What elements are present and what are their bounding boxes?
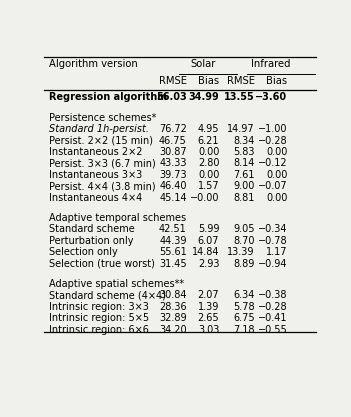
Text: 43.33: 43.33 (159, 158, 187, 168)
Text: −0.78: −0.78 (258, 236, 287, 246)
Text: Perturbation only: Perturbation only (49, 236, 134, 246)
Text: 5.83: 5.83 (233, 147, 255, 157)
Text: 6.34: 6.34 (233, 290, 255, 300)
Text: 14.84: 14.84 (192, 247, 219, 257)
Text: −0.12: −0.12 (258, 158, 287, 168)
Text: −0.28: −0.28 (258, 136, 287, 146)
Text: Persist. 3×3 (6.7 min): Persist. 3×3 (6.7 min) (49, 158, 156, 168)
Text: 6.21: 6.21 (198, 136, 219, 146)
Text: 7.61: 7.61 (233, 170, 255, 180)
Text: −0.07: −0.07 (258, 181, 287, 191)
Text: 8.14: 8.14 (233, 158, 255, 168)
Text: Persist. 4×4 (3.8 min): Persist. 4×4 (3.8 min) (49, 181, 156, 191)
Text: RMSE: RMSE (159, 76, 187, 86)
Text: Infrared: Infrared (251, 59, 291, 69)
Text: 3.03: 3.03 (198, 324, 219, 334)
Text: Bias: Bias (198, 76, 219, 86)
Text: −0.34: −0.34 (258, 224, 287, 234)
Text: 0.00: 0.00 (266, 147, 287, 157)
Text: −0.28: −0.28 (258, 302, 287, 312)
Text: 45.14: 45.14 (159, 193, 187, 203)
Text: 56.03: 56.03 (156, 93, 187, 103)
Text: 32.89: 32.89 (159, 313, 187, 323)
Text: 1.17: 1.17 (266, 247, 287, 257)
Text: 1.39: 1.39 (198, 302, 219, 312)
Text: Selection (true worst): Selection (true worst) (49, 259, 155, 269)
Text: 31.45: 31.45 (159, 259, 187, 269)
Text: Standard 1h-persist.: Standard 1h-persist. (49, 124, 149, 134)
Text: 7.18: 7.18 (233, 324, 255, 334)
Text: 0.00: 0.00 (266, 193, 287, 203)
Text: −3.60: −3.60 (255, 93, 287, 103)
Text: 44.39: 44.39 (159, 236, 187, 246)
Text: 55.61: 55.61 (159, 247, 187, 257)
Text: −0.41: −0.41 (258, 313, 287, 323)
Text: Persistence schemes*: Persistence schemes* (49, 113, 157, 123)
Text: 8.89: 8.89 (233, 259, 255, 269)
Text: 14.97: 14.97 (227, 124, 255, 134)
Text: 9.05: 9.05 (233, 224, 255, 234)
Text: −0.55: −0.55 (258, 324, 287, 334)
Text: 5.99: 5.99 (198, 224, 219, 234)
Text: −1.00: −1.00 (258, 124, 287, 134)
Text: 2.80: 2.80 (198, 158, 219, 168)
Text: Algorithm version: Algorithm version (49, 59, 138, 69)
Text: 30.84: 30.84 (159, 290, 187, 300)
Text: 13.39: 13.39 (227, 247, 255, 257)
Text: 46.75: 46.75 (159, 136, 187, 146)
Text: Adaptive spatial schemes**: Adaptive spatial schemes** (49, 279, 184, 289)
Text: Selection only: Selection only (49, 247, 118, 257)
Text: Intrinsic region: 5×5: Intrinsic region: 5×5 (49, 313, 150, 323)
Text: Instantaneous 2×2: Instantaneous 2×2 (49, 147, 143, 157)
Text: 6.75: 6.75 (233, 313, 255, 323)
Text: Intrinsic region: 3×3: Intrinsic region: 3×3 (49, 302, 149, 312)
Text: 8.70: 8.70 (233, 236, 255, 246)
Text: 8.34: 8.34 (233, 136, 255, 146)
Text: −0.94: −0.94 (258, 259, 287, 269)
Text: 8.81: 8.81 (233, 193, 255, 203)
Text: Standard scheme (4×4): Standard scheme (4×4) (49, 290, 166, 300)
Text: 46.40: 46.40 (159, 181, 187, 191)
Text: 0.00: 0.00 (198, 147, 219, 157)
Text: RMSE: RMSE (227, 76, 255, 86)
Text: Bias: Bias (266, 76, 287, 86)
Text: 5.78: 5.78 (233, 302, 255, 312)
Text: 2.93: 2.93 (198, 259, 219, 269)
Text: 34.20: 34.20 (159, 324, 187, 334)
Text: Standard scheme: Standard scheme (49, 224, 135, 234)
Text: −0.00: −0.00 (190, 193, 219, 203)
Text: Instantaneous 3×3: Instantaneous 3×3 (49, 170, 143, 180)
Text: 34.99: 34.99 (188, 93, 219, 103)
Text: 2.65: 2.65 (198, 313, 219, 323)
Text: 13.55: 13.55 (224, 93, 255, 103)
Text: Adaptive temporal schemes: Adaptive temporal schemes (49, 213, 186, 223)
Text: 9.00: 9.00 (233, 181, 255, 191)
Text: 0.00: 0.00 (198, 170, 219, 180)
Text: 39.73: 39.73 (159, 170, 187, 180)
Text: Intrinsic region: 6×6: Intrinsic region: 6×6 (49, 324, 149, 334)
Text: 76.72: 76.72 (159, 124, 187, 134)
Text: 6.07: 6.07 (198, 236, 219, 246)
Text: 42.51: 42.51 (159, 224, 187, 234)
Text: 2.07: 2.07 (198, 290, 219, 300)
Text: Persist. 2×2 (15 min): Persist. 2×2 (15 min) (49, 136, 153, 146)
Text: 4.95: 4.95 (198, 124, 219, 134)
Text: 0.00: 0.00 (266, 170, 287, 180)
Text: 30.87: 30.87 (159, 147, 187, 157)
Text: Regression algorithm: Regression algorithm (49, 93, 167, 103)
Text: −0.38: −0.38 (258, 290, 287, 300)
Text: 28.36: 28.36 (159, 302, 187, 312)
Text: Instantaneous 4×4: Instantaneous 4×4 (49, 193, 143, 203)
Text: Solar: Solar (190, 59, 216, 69)
Text: 1.57: 1.57 (198, 181, 219, 191)
